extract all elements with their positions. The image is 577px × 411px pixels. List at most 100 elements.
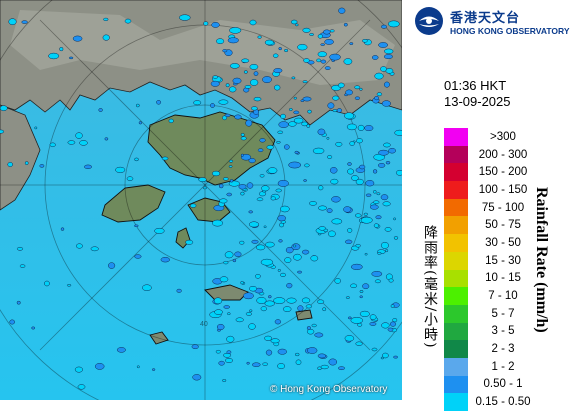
- rain-echo: [202, 186, 208, 190]
- rain-echo: [307, 109, 312, 114]
- rain-echo: [384, 48, 394, 54]
- legend-label: 200 - 300: [478, 148, 528, 161]
- rain-echo: [291, 76, 296, 80]
- rain-echo: [338, 366, 345, 371]
- rain-echo: [142, 284, 152, 291]
- legend-swatch: [444, 181, 468, 199]
- rain-echo: [345, 89, 353, 96]
- rain-echo: [297, 270, 303, 274]
- rain-echo: [216, 323, 225, 331]
- rain-echo: [343, 206, 352, 213]
- legend-row: 30 - 50: [444, 234, 574, 252]
- legend-swatch: [444, 304, 468, 323]
- rain-echo: [375, 215, 382, 220]
- rain-echo: [248, 158, 256, 164]
- copyright-notice: © Hong Kong Observatory: [270, 384, 388, 395]
- legend-swatch: [444, 198, 468, 217]
- rain-echo: [330, 178, 339, 185]
- rain-echo: [115, 166, 126, 173]
- rain-echo: [302, 80, 308, 84]
- rain-echo: [98, 108, 103, 112]
- rain-echo: [331, 196, 341, 203]
- rain-echo: [253, 71, 259, 76]
- rain-echo: [215, 349, 221, 354]
- legend-row: 10 - 15: [444, 269, 574, 288]
- rain-echo: [328, 358, 338, 366]
- rain-echo: [336, 108, 343, 113]
- legend-label: 0.50 - 1: [483, 378, 523, 391]
- rain-echo: [382, 352, 389, 359]
- rain-echo: [335, 141, 343, 147]
- rain-echo: [249, 285, 257, 292]
- rain-echo: [31, 326, 36, 330]
- rain-echo: [309, 33, 314, 36]
- rain-echo: [59, 47, 64, 52]
- lantau-island: [101, 184, 166, 223]
- rain-echo: [326, 136, 330, 140]
- rain-echo: [350, 317, 364, 324]
- rain-echo: [251, 239, 259, 244]
- rain-echo: [385, 249, 389, 253]
- rain-echo: [225, 358, 233, 363]
- org-name-en: HONG KONG OBSERVATORY: [450, 25, 570, 36]
- rain-echo: [138, 121, 143, 125]
- rain-echo: [369, 321, 377, 326]
- rain-echo: [394, 129, 402, 136]
- rain-echo: [241, 58, 250, 63]
- rain-echo: [246, 361, 250, 365]
- rain-echo: [219, 276, 229, 283]
- rain-echo: [90, 246, 99, 252]
- rain-echo: [317, 128, 326, 136]
- rain-echo: [275, 188, 282, 193]
- rain-echo: [226, 192, 232, 197]
- legend-label: 100 - 150: [478, 183, 528, 196]
- rain-echo: [290, 19, 298, 25]
- rain-echo: [276, 141, 281, 144]
- rain-echo: [246, 182, 254, 189]
- rain-echo: [7, 162, 13, 167]
- rain-echo: [359, 289, 364, 294]
- rain-echo: [378, 42, 388, 48]
- rain-echo: [279, 205, 290, 213]
- rain-echo: [369, 204, 379, 210]
- rain-echo: [312, 147, 325, 155]
- rain-echo: [323, 29, 331, 35]
- rain-echo: [228, 165, 233, 168]
- rain-echo: [294, 150, 299, 154]
- rain-echo: [211, 219, 224, 227]
- rain-echo: [295, 23, 299, 27]
- rain-echo: [245, 312, 252, 316]
- rain-echo: [371, 347, 378, 352]
- rain-echo: [385, 68, 394, 74]
- rain-echo: [238, 184, 247, 190]
- rain-echo: [214, 309, 223, 315]
- rain-echo: [297, 305, 304, 312]
- rain-echo: [203, 21, 209, 26]
- rain-echo: [355, 341, 363, 346]
- rain-echo: [134, 157, 139, 162]
- rain-echo: [374, 279, 381, 284]
- rain-echo: [151, 368, 156, 371]
- rain-echo: [349, 141, 355, 146]
- rain-echo: [301, 249, 310, 255]
- rain-echo: [224, 113, 231, 118]
- rain-echo: [135, 103, 140, 108]
- rain-echo: [359, 87, 363, 91]
- rain-echo: [329, 167, 338, 174]
- legend-label: 150 - 200: [478, 166, 528, 179]
- legend-row: 1 - 2: [444, 357, 574, 376]
- rainfall-legend: >300 200 - 300 150 - 200 100 - 150 75 - 100 5…: [444, 128, 574, 411]
- rain-echo: [306, 326, 311, 331]
- rain-echo: [295, 359, 302, 366]
- rain-echo: [380, 194, 389, 201]
- rain-echo: [373, 223, 379, 228]
- rain-echo: [219, 198, 228, 204]
- rain-echo: [264, 300, 275, 307]
- rain-echo: [284, 257, 292, 263]
- rain-echo: [355, 178, 364, 185]
- rain-echo: [136, 365, 140, 369]
- rain-echo: [347, 168, 355, 175]
- rain-echo: [332, 109, 338, 113]
- rain-echo: [390, 304, 395, 308]
- rain-echo: [212, 75, 219, 79]
